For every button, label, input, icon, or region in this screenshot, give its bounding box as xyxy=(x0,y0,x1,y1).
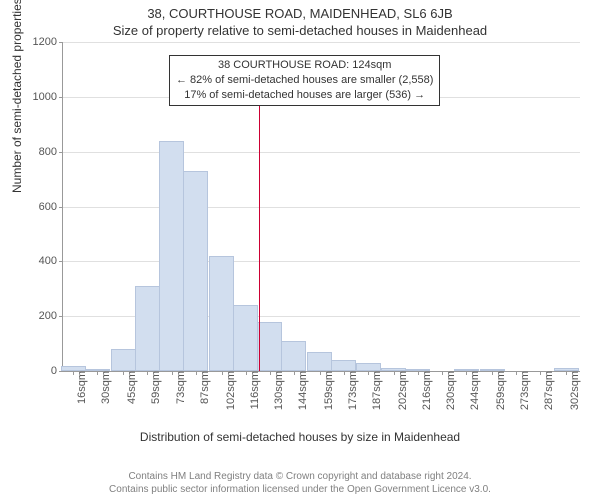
callout-line: ← 82% of semi-detached houses are smalle… xyxy=(176,73,433,88)
gridline xyxy=(63,207,580,208)
histogram-bar xyxy=(135,286,160,371)
xtick-label: 202sqm xyxy=(395,371,409,410)
xtick-label: 159sqm xyxy=(321,371,335,410)
gridline xyxy=(63,42,580,43)
ytick-label: 400 xyxy=(39,255,63,267)
xtick-label: 59sqm xyxy=(148,371,162,404)
xtick-label: 102sqm xyxy=(223,371,237,410)
plot-area: 02004006008001000120016sqm30sqm45sqm59sq… xyxy=(62,42,580,372)
xtick-label: 45sqm xyxy=(124,371,138,404)
histogram-bar xyxy=(257,322,282,371)
histogram-bar xyxy=(331,360,356,371)
y-axis-label: Number of semi-detached properties xyxy=(10,0,24,193)
histogram-bar xyxy=(233,305,258,371)
ytick-label: 1000 xyxy=(33,91,63,103)
x-axis-label: Distribution of semi-detached houses by … xyxy=(0,430,600,444)
xtick-label: 287sqm xyxy=(541,371,555,410)
ytick-label: 600 xyxy=(39,201,63,213)
xtick-label: 173sqm xyxy=(345,371,359,410)
histogram-bar xyxy=(356,363,381,371)
histogram-bar xyxy=(159,141,184,371)
reference-line xyxy=(259,95,260,371)
xtick-label: 144sqm xyxy=(295,371,309,410)
ytick-label: 200 xyxy=(39,310,63,322)
xtick-label: 273sqm xyxy=(517,371,531,410)
xtick-label: 230sqm xyxy=(443,371,457,410)
xtick-label: 244sqm xyxy=(467,371,481,410)
histogram-bar xyxy=(183,171,208,371)
ytick-label: 1200 xyxy=(33,36,63,48)
footer-line-1: Contains HM Land Registry data © Crown c… xyxy=(0,470,600,483)
xtick-label: 187sqm xyxy=(369,371,383,410)
xtick-label: 73sqm xyxy=(173,371,187,404)
histogram-bar xyxy=(209,256,234,371)
footer-line-2: Contains public sector information licen… xyxy=(0,483,600,496)
callout-box: 38 COURTHOUSE ROAD: 124sqm← 82% of semi-… xyxy=(169,55,440,106)
xtick-label: 30sqm xyxy=(98,371,112,404)
callout-line: 17% of semi-detached houses are larger (… xyxy=(176,88,433,103)
xtick-label: 216sqm xyxy=(419,371,433,410)
page-title-sub: Size of property relative to semi-detach… xyxy=(0,21,600,42)
gridline xyxy=(63,152,580,153)
callout-line: 38 COURTHOUSE ROAD: 124sqm xyxy=(176,58,433,73)
xtick-label: 116sqm xyxy=(247,371,261,409)
xtick-label: 87sqm xyxy=(197,371,211,404)
xtick-label: 16sqm xyxy=(74,371,88,404)
histogram-bar xyxy=(111,349,136,371)
gridline xyxy=(63,261,580,262)
xtick-label: 302sqm xyxy=(567,371,581,410)
histogram-bar xyxy=(307,352,332,371)
histogram-bar xyxy=(281,341,306,371)
xtick-label: 259sqm xyxy=(493,371,507,410)
xtick-label: 130sqm xyxy=(271,371,285,410)
footer-attribution: Contains HM Land Registry data © Crown c… xyxy=(0,470,600,496)
page-title-main: 38, COURTHOUSE ROAD, MAIDENHEAD, SL6 6JB xyxy=(0,0,600,21)
ytick-label: 800 xyxy=(39,146,63,158)
histogram-chart: 02004006008001000120016sqm30sqm45sqm59sq… xyxy=(62,42,580,372)
